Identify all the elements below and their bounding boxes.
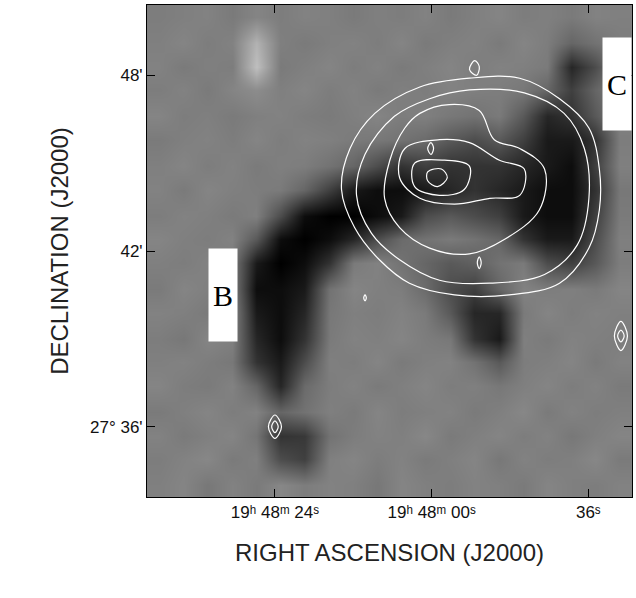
svg-text:42': 42' <box>120 242 142 261</box>
svg-text:27° 36': 27° 36' <box>90 418 143 437</box>
svg-text:C: C <box>607 68 627 101</box>
svg-text:48': 48' <box>120 66 142 85</box>
svg-text:RIGHT ASCENSION (J2000): RIGHT ASCENSION (J2000) <box>235 539 544 566</box>
svg-text:B: B <box>213 279 233 312</box>
svg-text:19ʰ 48ᵐ 00ˢ: 19ʰ 48ᵐ 00ˢ <box>387 503 475 522</box>
svg-text:19ʰ 48ᵐ 24ˢ: 19ʰ 48ᵐ 24ˢ <box>231 503 319 522</box>
svg-text:DECLINATION (J2000): DECLINATION (J2000) <box>46 127 73 375</box>
svg-text:36ˢ: 36ˢ <box>576 503 601 522</box>
